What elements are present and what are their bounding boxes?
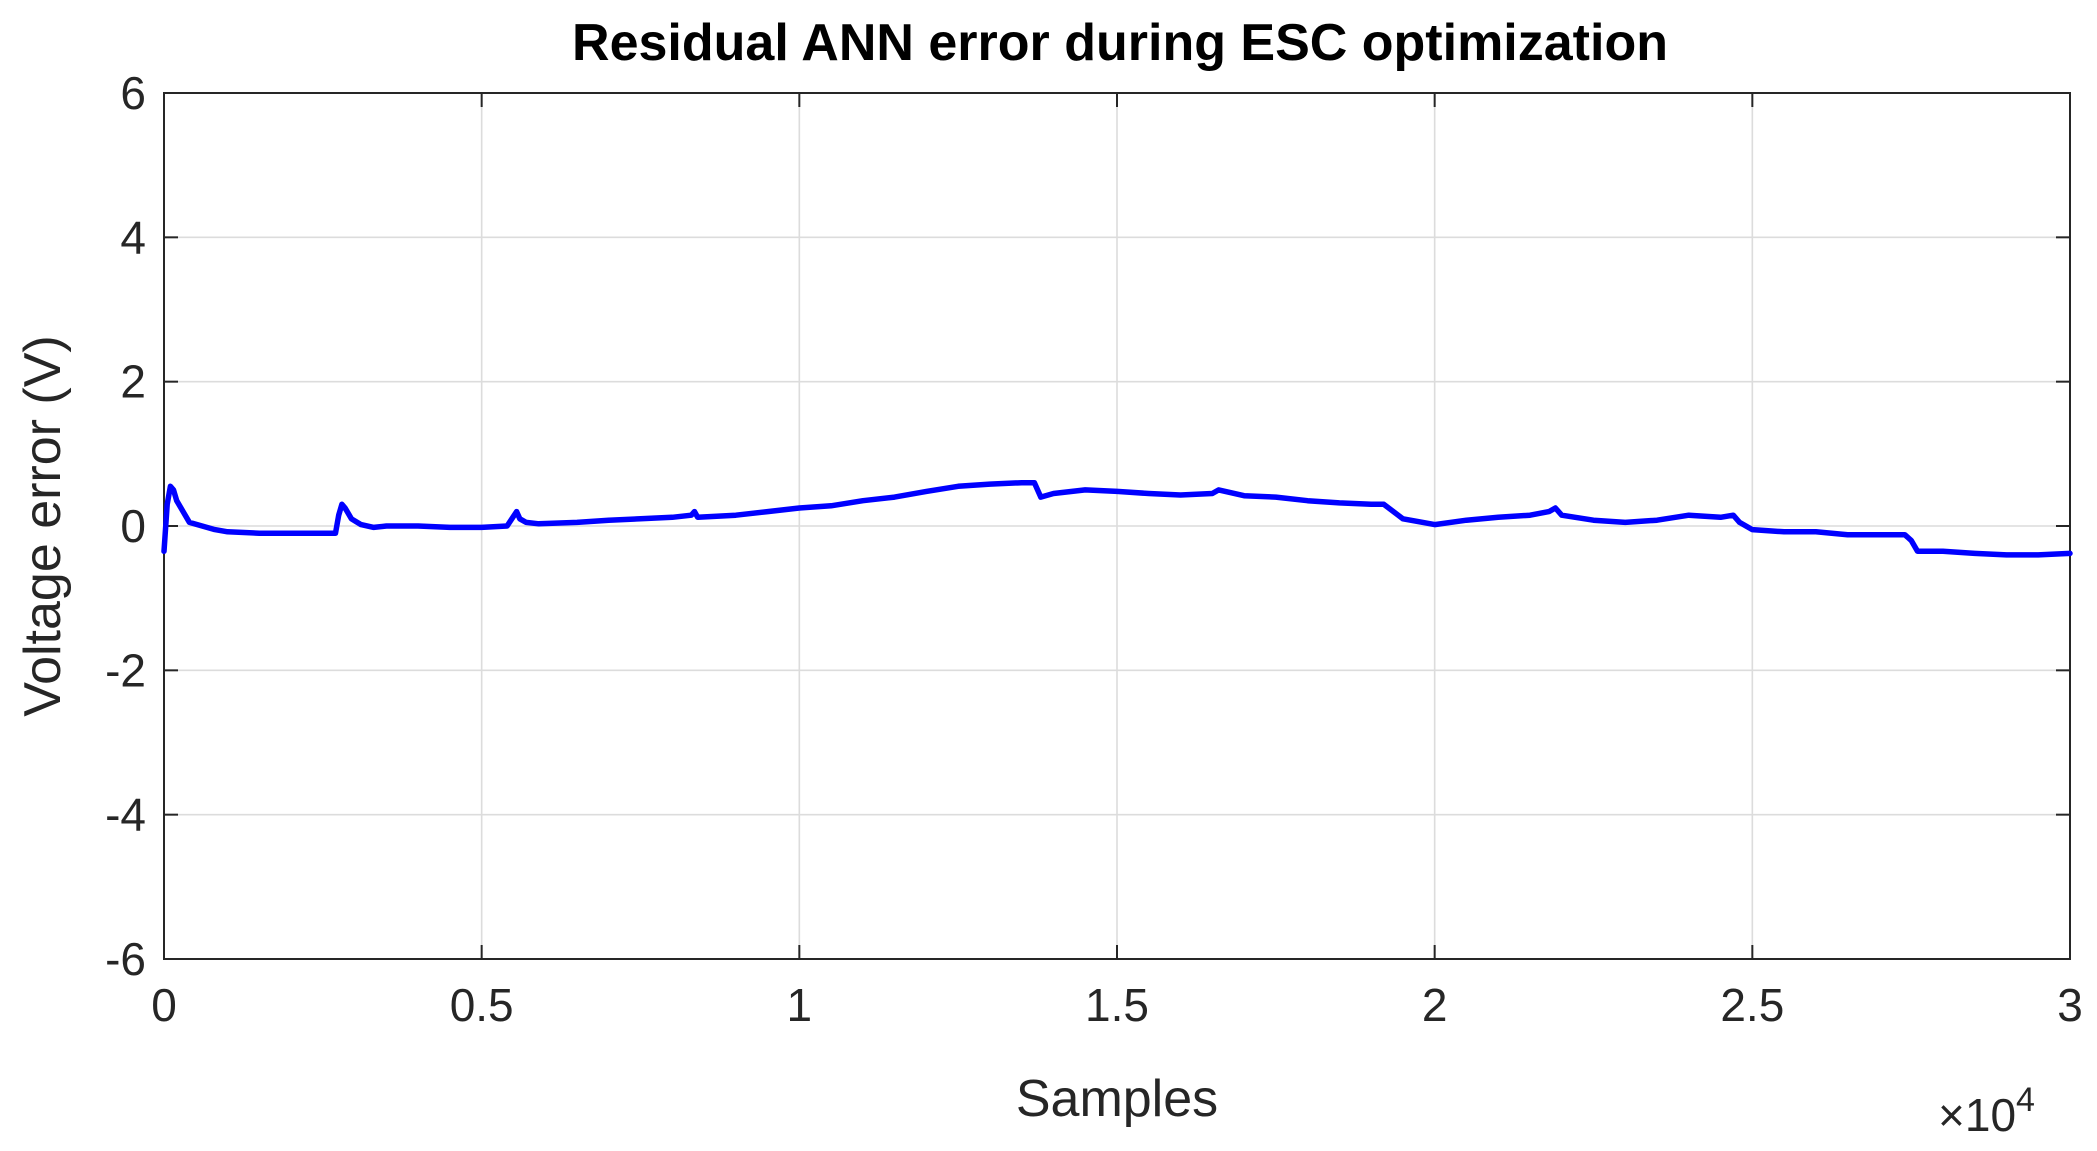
x-exponent-prefix: ×10 (1938, 1089, 2016, 1141)
x-tick-label: 0.5 (450, 979, 514, 1031)
x-tick-label: 0 (151, 979, 177, 1031)
y-tick-label: -6 (105, 933, 146, 985)
axis-ticks: 0 0.5 1 1.5 2 2.5 3 -6 -4 -2 0 2 4 6 (105, 67, 2083, 1031)
y-tick-label: 4 (120, 211, 146, 263)
x-tick-label: 1.5 (1085, 979, 1149, 1031)
x-tick-label: 1 (787, 979, 813, 1031)
x-exponent-power: 4 (2016, 1081, 2035, 1119)
x-tick-label: 2.5 (1720, 979, 1784, 1031)
x-axis-label: Samples (1016, 1070, 1218, 1128)
y-tick-label: 6 (120, 67, 146, 119)
chart-title: Residual ANN error during ESC optimizati… (572, 14, 1668, 72)
x-tick-label: 3 (2057, 979, 2083, 1031)
series-group (161, 479, 2073, 558)
y-tick-label: 0 (120, 500, 146, 552)
x-exponent-label: ×104 (1938, 1081, 2035, 1141)
series-line (161, 479, 2073, 558)
y-tick-label: -2 (105, 644, 146, 696)
x-tick-label: 2 (1422, 979, 1448, 1031)
y-tick-label: -4 (105, 789, 146, 841)
y-axis-label: Voltage error (V) (14, 335, 72, 717)
y-tick-label: 2 (120, 356, 146, 408)
